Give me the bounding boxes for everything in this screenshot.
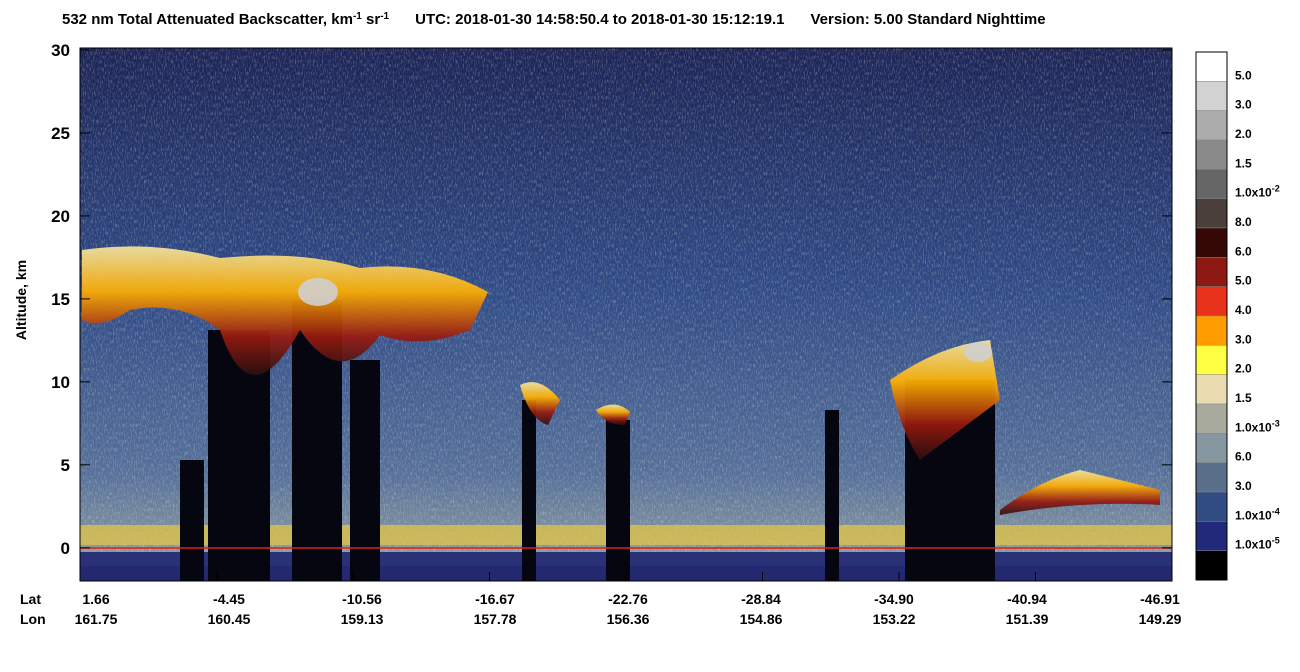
- colorbar-label: 2.0: [1235, 127, 1252, 141]
- lat-value: -40.94: [1007, 591, 1047, 607]
- lat-value: -22.76: [608, 591, 648, 607]
- colorbar-swatch: [1195, 374, 1228, 405]
- y-tick-label: 15: [51, 290, 70, 309]
- lon-value: 159.13: [341, 611, 384, 627]
- colorbar-swatch: [1195, 315, 1228, 346]
- colorbar-swatch: [1195, 433, 1228, 463]
- lat-value: -16.67: [475, 591, 515, 607]
- colorbar-label: 2.0: [1235, 362, 1252, 376]
- colorbar-label-text: 6.0: [1235, 450, 1252, 464]
- colorbar-swatch: [1195, 139, 1228, 170]
- y-tick-label: 0: [61, 539, 70, 558]
- colorbar-label: 6.0: [1235, 450, 1252, 464]
- lat-label: Lat: [20, 591, 41, 607]
- colorbar-frame: [1195, 51, 1228, 581]
- colorbar-label: 5.0: [1235, 274, 1252, 288]
- title-sup1: -1: [353, 11, 362, 22]
- colorbar-swatch: [1195, 345, 1228, 375]
- colorbar-label-text: 5.0: [1235, 274, 1252, 288]
- colorbar-label: 3.0: [1235, 479, 1252, 493]
- title-sup2: -1: [380, 11, 389, 22]
- colorbar-swatch: [1195, 227, 1228, 258]
- colorbar-label-exp: -3: [1272, 418, 1280, 428]
- lon-value: 154.86: [740, 611, 783, 627]
- colorbar-label: 1.5: [1235, 156, 1252, 170]
- lat-value: -34.90: [874, 591, 914, 607]
- colorbar-label: 1.0x10-4: [1235, 506, 1280, 522]
- colorbar-label: 3.0: [1235, 98, 1252, 112]
- lon-value: 151.39: [1006, 611, 1049, 627]
- colorbar-label-text: 8.0: [1235, 215, 1252, 229]
- colorbar-label-text: 3.0: [1235, 479, 1252, 493]
- y-axis-label: Altitude, km: [13, 260, 29, 340]
- y-tick-label: 30: [51, 41, 70, 60]
- lon-value: 157.78: [474, 611, 517, 627]
- colorbar-swatch: [1195, 81, 1228, 111]
- colorbar-label: 5.0: [1235, 68, 1252, 82]
- colorbar-label-exp: -5: [1272, 536, 1280, 546]
- chart-title: 532 nm Total Attenuated Backscatter, km-…: [62, 11, 1046, 29]
- colorbar-label: 1.5: [1235, 391, 1252, 405]
- colorbar-label: 6.0: [1235, 244, 1252, 258]
- lat-value: -46.91: [1140, 591, 1180, 607]
- colorbar-swatch: [1195, 462, 1228, 493]
- backscatter-image: [80, 48, 1172, 581]
- colorbar-label-text: 4.0: [1235, 303, 1252, 317]
- colorbar-label: 8.0: [1235, 215, 1252, 229]
- y-tick-label: 10: [51, 373, 70, 392]
- lat-value: -28.84: [741, 591, 781, 607]
- colorbar-label-text: 3.0: [1235, 98, 1252, 112]
- colorbar-label-text: 6.0: [1235, 244, 1252, 258]
- title-mid: sr: [362, 11, 381, 28]
- lon-value: 156.36: [607, 611, 650, 627]
- colorbar-label: 1.0x10-5: [1235, 536, 1280, 552]
- colorbar-label-text: 1.0x10: [1235, 508, 1272, 522]
- colorbar-label: 1.0x10-3: [1235, 418, 1280, 434]
- colorbar-label-exp: -4: [1272, 506, 1280, 516]
- y-tick-label: 20: [51, 207, 70, 226]
- colorbar-label-text: 1.0x10: [1235, 538, 1272, 552]
- colorbar-label-text: 2.0: [1235, 127, 1252, 141]
- colorbar-label-exp: -2: [1272, 184, 1280, 194]
- title-utc: UTC: 2018-01-30 14:58:50.4 to 2018-01-30…: [415, 11, 784, 28]
- lon-label: Lon: [20, 611, 46, 627]
- lon-value: 161.75: [75, 611, 118, 627]
- lon-value: 160.45: [208, 611, 251, 627]
- colorbar-label-text: 1.0x10: [1235, 186, 1272, 200]
- lat-value: -10.56: [342, 591, 382, 607]
- colorbar-label-text: 3.0: [1235, 332, 1252, 346]
- colorbar-label-text: 2.0: [1235, 362, 1252, 376]
- title-main: 532 nm Total Attenuated Backscatter, km: [62, 11, 353, 28]
- colorbar-label-text: 1.5: [1235, 391, 1252, 405]
- colorbar-swatch: [1195, 521, 1228, 551]
- lat-value: -4.45: [213, 591, 245, 607]
- colorbar-label: 4.0: [1235, 303, 1252, 317]
- lon-value: 149.29: [1139, 611, 1182, 627]
- colorbar-swatch: [1195, 550, 1228, 581]
- y-tick-label: 25: [51, 124, 70, 143]
- title-version: Version: 5.00 Standard Nighttime: [811, 11, 1046, 28]
- colorbar-swatch: [1195, 198, 1228, 229]
- colorbar-label: 1.0x10-2: [1235, 184, 1280, 200]
- colorbar-swatch: [1195, 403, 1228, 434]
- colorbar-label-text: 5.0: [1235, 68, 1252, 82]
- lat-value: 1.66: [82, 591, 109, 607]
- colorbar-swatch: [1195, 110, 1228, 141]
- colorbar-swatch: [1195, 51, 1228, 82]
- lon-value: 153.22: [873, 611, 916, 627]
- colorbar-label-text: 1.5: [1235, 156, 1252, 170]
- y-tick-label: 5: [61, 456, 70, 475]
- colorbar-swatch: [1195, 169, 1228, 199]
- colorbar-swatch: [1195, 257, 1228, 287]
- colorbar-label-text: 1.0x10: [1235, 420, 1272, 434]
- colorbar-label: 3.0: [1235, 332, 1252, 346]
- colorbar-swatch: [1195, 286, 1228, 317]
- colorbar-swatch: [1195, 491, 1228, 522]
